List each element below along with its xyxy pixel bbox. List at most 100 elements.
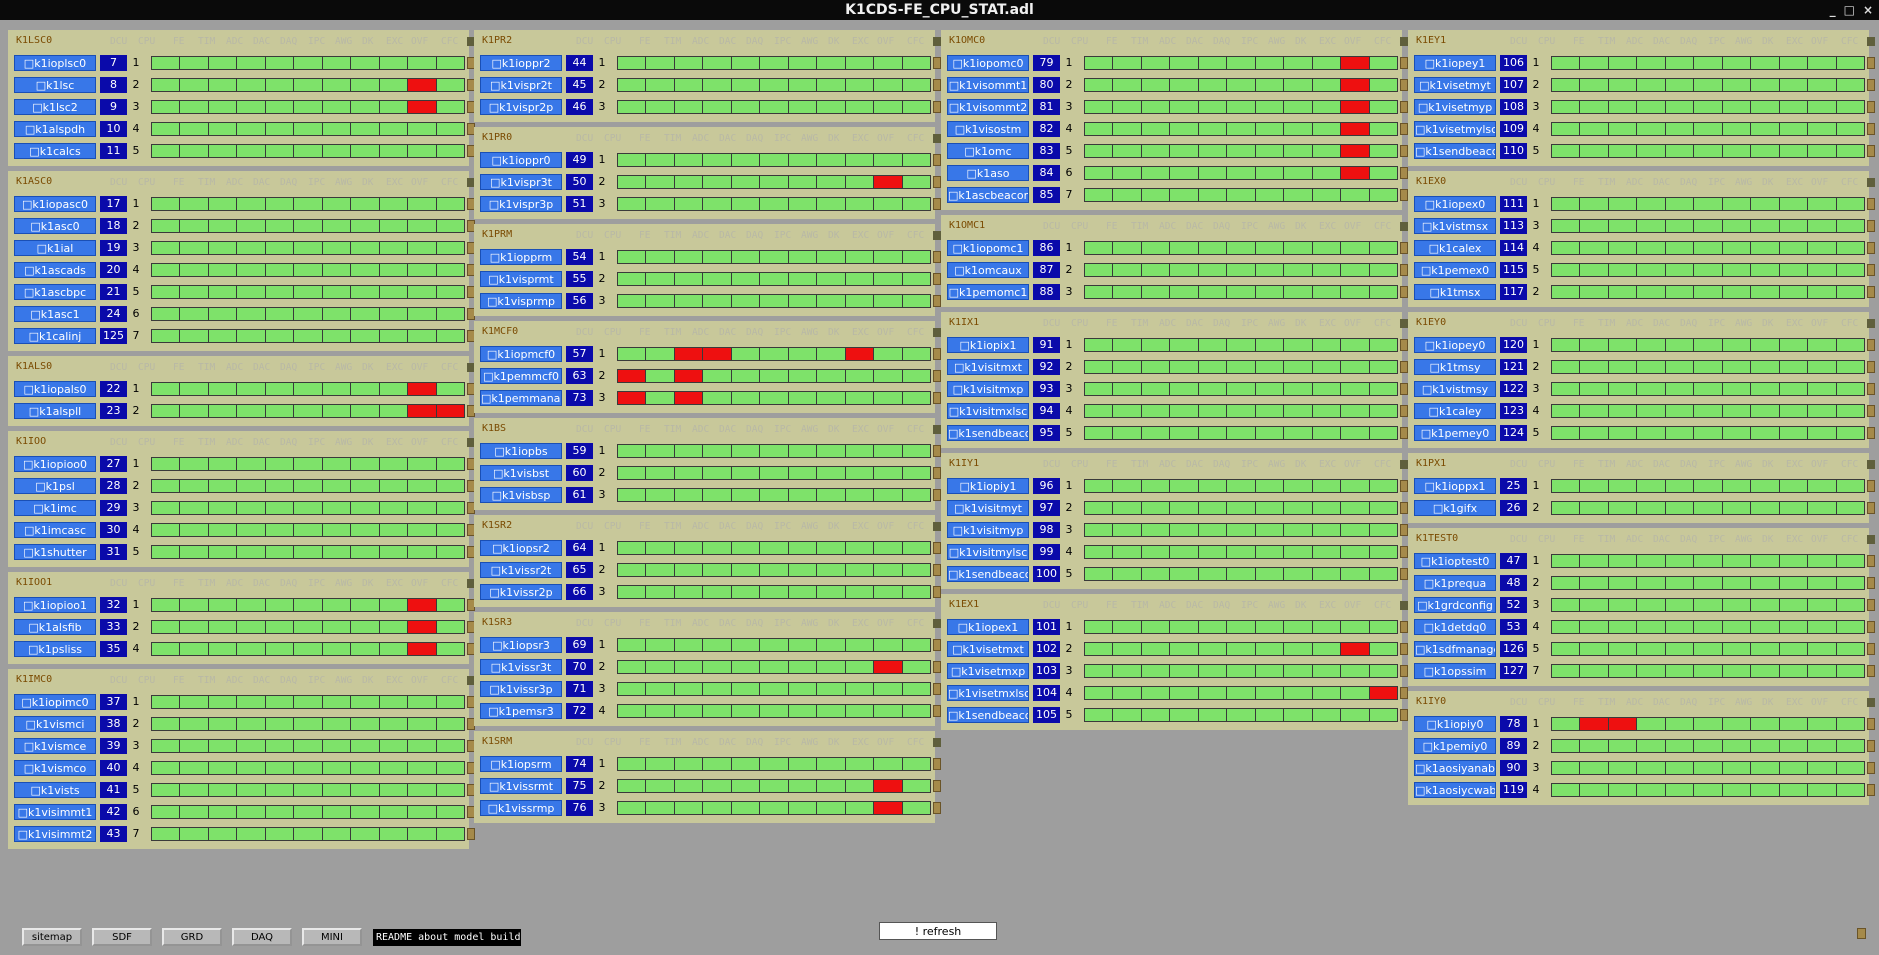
row-menu-handle[interactable] bbox=[1867, 264, 1875, 276]
model-button-k1calex[interactable]: □k1calex bbox=[1414, 240, 1496, 256]
model-button-k1visitmxt[interactable]: □k1visitmxt bbox=[947, 359, 1029, 375]
model-button-k1visprmp[interactable]: □k1visprmp bbox=[480, 293, 562, 309]
model-button-k1visommt2[interactable]: □k1visommt2 bbox=[947, 99, 1029, 115]
model-button-k1visommt1[interactable]: □k1visommt1 bbox=[947, 77, 1029, 93]
model-button-k1iopioo0[interactable]: □k1iopioo0 bbox=[14, 456, 96, 472]
row-menu-handle[interactable] bbox=[1867, 762, 1875, 774]
row-menu-handle[interactable] bbox=[933, 802, 941, 814]
row-menu-handle[interactable] bbox=[1867, 145, 1875, 157]
close-icon[interactable]: × bbox=[1862, 3, 1873, 17]
model-button-k1vispr2p[interactable]: □k1vispr2p bbox=[480, 99, 562, 115]
model-button-k1visimmt2[interactable]: □k1visimmt2 bbox=[14, 826, 96, 842]
row-menu-handle[interactable] bbox=[1400, 524, 1408, 536]
row-menu-handle[interactable] bbox=[1867, 621, 1875, 633]
panel-menu-icon[interactable] bbox=[933, 37, 941, 46]
model-button-k1asc1[interactable]: □k1asc1 bbox=[14, 306, 96, 322]
panel-menu-icon[interactable] bbox=[467, 676, 475, 685]
model-button-k1visbst[interactable]: □k1visbst bbox=[480, 465, 562, 481]
model-button-k1ascads[interactable]: □k1ascads bbox=[14, 262, 96, 278]
model-button-k1alsfib[interactable]: □k1alsfib bbox=[14, 619, 96, 635]
model-button-k1grdconfig[interactable]: □k1grdconfig bbox=[1414, 597, 1496, 613]
row-menu-handle[interactable] bbox=[1400, 79, 1408, 91]
model-button-k1tmsx[interactable]: □k1tmsx bbox=[1414, 284, 1496, 300]
model-button-k1vissr2t[interactable]: □k1vissr2t bbox=[480, 562, 562, 578]
model-button-k1pemey0[interactable]: □k1pemey0 bbox=[1414, 425, 1496, 441]
model-button-k1ioppx1[interactable]: □k1ioppx1 bbox=[1414, 478, 1496, 494]
row-menu-handle[interactable] bbox=[933, 542, 941, 554]
model-button-k1pemsr3[interactable]: □k1pemsr3 bbox=[480, 703, 562, 719]
model-button-k1ioppr0[interactable]: □k1ioppr0 bbox=[480, 152, 562, 168]
row-menu-handle[interactable] bbox=[933, 295, 941, 307]
model-button-k1ioppr2[interactable]: □k1ioppr2 bbox=[480, 55, 562, 71]
model-button-k1aso[interactable]: □k1aso bbox=[947, 165, 1029, 181]
model-button-k1vispr3t[interactable]: □k1vispr3t bbox=[480, 174, 562, 190]
panel-menu-icon[interactable] bbox=[1400, 601, 1408, 610]
model-button-k1iopals0[interactable]: □k1iopals0 bbox=[14, 381, 96, 397]
readme-link[interactable]: README about model build bbox=[373, 929, 521, 946]
row-menu-handle[interactable] bbox=[933, 370, 941, 382]
model-button-k1aosiycwab[interactable]: □k1aosiycwab bbox=[1414, 782, 1496, 798]
row-menu-handle[interactable] bbox=[1867, 480, 1875, 492]
row-menu-handle[interactable] bbox=[1400, 687, 1408, 699]
maximize-icon[interactable]: □ bbox=[1843, 3, 1855, 17]
model-button-k1ioplsc0[interactable]: □k1ioplsc0 bbox=[14, 55, 96, 71]
model-button-k1iopmcf0[interactable]: □k1iopmcf0 bbox=[480, 346, 562, 362]
row-menu-handle[interactable] bbox=[933, 639, 941, 651]
row-menu-handle[interactable] bbox=[1400, 101, 1408, 113]
row-menu-handle[interactable] bbox=[933, 198, 941, 210]
row-menu-handle[interactable] bbox=[1400, 709, 1408, 721]
panel-menu-icon[interactable] bbox=[933, 738, 941, 747]
model-button-k1vissrmp[interactable]: □k1vissrmp bbox=[480, 800, 562, 816]
model-button-k1vissr2p[interactable]: □k1vissr2p bbox=[480, 584, 562, 600]
model-button-k1gifx[interactable]: □k1gifx bbox=[1414, 500, 1496, 516]
model-button-k1iopiy1[interactable]: □k1iopiy1 bbox=[947, 478, 1029, 494]
row-menu-handle[interactable] bbox=[1867, 555, 1875, 567]
row-menu-handle[interactable] bbox=[1400, 621, 1408, 633]
model-button-k1iopimc0[interactable]: □k1iopimc0 bbox=[14, 694, 96, 710]
model-button-k1vissr3t[interactable]: □k1vissr3t bbox=[480, 659, 562, 675]
row-menu-handle[interactable] bbox=[1400, 123, 1408, 135]
model-button-k1imcasc[interactable]: □k1imcasc bbox=[14, 522, 96, 538]
model-button-k1sendbeacon3[interactable]: □k1sendbeacon3 bbox=[947, 707, 1029, 723]
row-menu-handle[interactable] bbox=[1400, 167, 1408, 179]
daq-button[interactable]: DAQ bbox=[232, 928, 292, 946]
row-menu-handle[interactable] bbox=[1867, 405, 1875, 417]
model-button-k1detdq0[interactable]: □k1detdq0 bbox=[1414, 619, 1496, 635]
model-button-k1sendbeacon1[interactable]: □k1sendbeacon1 bbox=[947, 425, 1029, 441]
row-menu-handle[interactable] bbox=[1400, 264, 1408, 276]
model-button-k1visetmxlsc[interactable]: □k1visetmxlsc bbox=[947, 685, 1029, 701]
model-button-k1sdfmanage[interactable]: □k1sdfmanage bbox=[1414, 641, 1496, 657]
model-button-k1iopbs[interactable]: □k1iopbs bbox=[480, 443, 562, 459]
model-button-k1ascbeacon[interactable]: □k1ascbeacon bbox=[947, 187, 1029, 203]
row-menu-handle[interactable] bbox=[1867, 361, 1875, 373]
model-button-k1psl[interactable]: □k1psl bbox=[14, 478, 96, 494]
row-menu-handle[interactable] bbox=[933, 780, 941, 792]
row-menu-handle[interactable] bbox=[1867, 577, 1875, 589]
model-button-k1vists[interactable]: □k1vists bbox=[14, 782, 96, 798]
model-button-k1pemomc1[interactable]: □k1pemomc1 bbox=[947, 284, 1029, 300]
row-menu-handle[interactable] bbox=[1867, 643, 1875, 655]
row-menu-handle[interactable] bbox=[1400, 145, 1408, 157]
model-button-k1calcs[interactable]: □k1calcs bbox=[14, 143, 96, 159]
row-menu-handle[interactable] bbox=[1400, 665, 1408, 677]
row-menu-handle[interactable] bbox=[933, 101, 941, 113]
model-button-k1visetmylsc[interactable]: □k1visetmylsc bbox=[1414, 121, 1496, 137]
panel-menu-icon[interactable] bbox=[1867, 535, 1875, 544]
row-menu-handle[interactable] bbox=[933, 57, 941, 69]
row-menu-handle[interactable] bbox=[1867, 784, 1875, 796]
model-button-k1iopey1[interactable]: □k1iopey1 bbox=[1414, 55, 1496, 71]
row-menu-handle[interactable] bbox=[1867, 101, 1875, 113]
panel-menu-icon[interactable] bbox=[1400, 37, 1408, 46]
panel-menu-icon[interactable] bbox=[933, 619, 941, 628]
model-button-k1shutter[interactable]: □k1shutter bbox=[14, 544, 96, 560]
row-menu-handle[interactable] bbox=[933, 705, 941, 717]
model-button-k1calinj[interactable]: □k1calinj bbox=[14, 328, 96, 344]
model-button-k1iopix1[interactable]: □k1iopix1 bbox=[947, 337, 1029, 353]
row-menu-handle[interactable] bbox=[1867, 242, 1875, 254]
model-button-k1visetmyp[interactable]: □k1visetmyp bbox=[1414, 99, 1496, 115]
row-menu-handle[interactable] bbox=[933, 392, 941, 404]
sitemap-button[interactable]: sitemap bbox=[22, 928, 82, 946]
model-button-k1iopioo1[interactable]: □k1iopioo1 bbox=[14, 597, 96, 613]
grd-button[interactable]: GRD bbox=[162, 928, 222, 946]
panel-menu-icon[interactable] bbox=[467, 363, 475, 372]
